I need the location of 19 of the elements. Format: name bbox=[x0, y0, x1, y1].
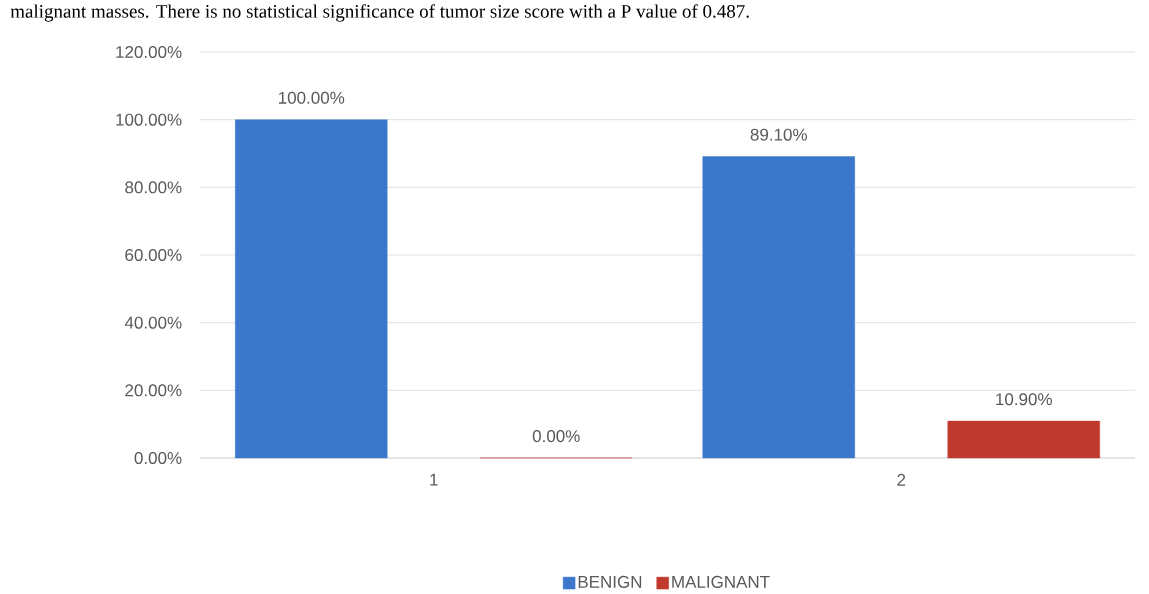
data-label: 89.10% bbox=[750, 128, 807, 141]
y-tick-label: 100.00% bbox=[116, 113, 182, 126]
y-tick-label: 40.00% bbox=[124, 316, 182, 329]
y-tick-label: 80.00% bbox=[125, 181, 182, 194]
bar bbox=[947, 420, 1100, 459]
y-tick-label: 120.00% bbox=[116, 45, 182, 59]
data-label: 0.00% bbox=[532, 430, 580, 443]
data-label: 100.00% bbox=[279, 91, 345, 104]
x-tick-label: 1 bbox=[430, 473, 438, 486]
legend-label: MALIGNANT bbox=[672, 575, 770, 588]
legend-label: BENIGN bbox=[578, 575, 642, 588]
y-tick-label: 0.00% bbox=[134, 451, 182, 465]
x-tick-label: 2 bbox=[897, 473, 906, 486]
bar bbox=[702, 156, 855, 459]
data-label: 10.90% bbox=[996, 393, 1052, 406]
y-tick-label: 20.00% bbox=[125, 384, 182, 397]
y-tick-label: 60.00% bbox=[125, 248, 182, 262]
bar bbox=[235, 119, 388, 459]
text: malignant masses. There is no statistical significance of tumor size score with a P value of 0.487. bbox=[10, 4, 749, 22]
